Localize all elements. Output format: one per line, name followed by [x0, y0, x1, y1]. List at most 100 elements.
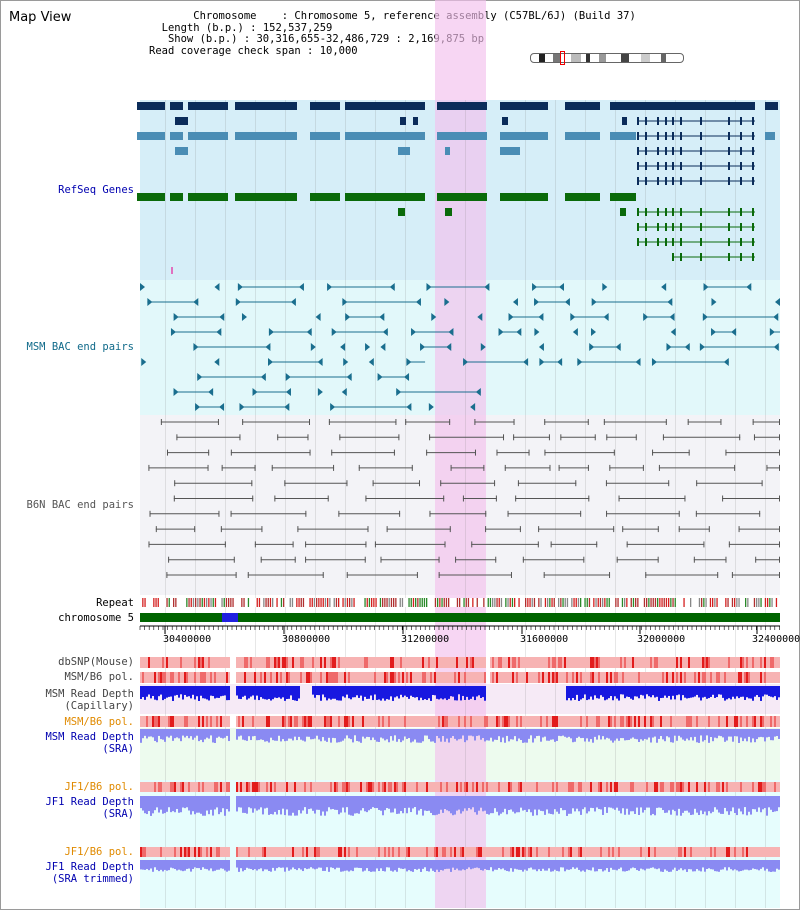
read-depth-bar [600, 686, 602, 696]
polymorphism-cell [170, 716, 172, 727]
b6n-bac-end-marker [474, 449, 476, 456]
polymorphism-cell [688, 657, 690, 668]
read-depth-bar [374, 686, 376, 695]
read-depth-bar [476, 686, 478, 697]
polymorphism-cell [244, 672, 246, 683]
read-depth-bar [678, 796, 680, 809]
refseq-gene-block [398, 208, 405, 216]
read-depth-bar [724, 860, 726, 868]
read-depth-bar [642, 860, 644, 870]
polymorphism-cell [328, 782, 330, 792]
read-depth-bar [174, 860, 176, 870]
polymorphism-cell [490, 672, 492, 683]
track-label-dbsnp[interactable]: dbSNP(Mouse) [58, 656, 134, 668]
msm-bac-end-marker [508, 313, 514, 321]
selected-region-highlight[interactable] [435, 0, 486, 908]
polymorphism-cell [310, 657, 312, 668]
read-depth-bar [206, 729, 208, 738]
read-depth-bar [262, 796, 264, 815]
track-label-jf1-depth-sra[interactable]: JF1 Read Depth (SRA) [45, 796, 134, 820]
b6n-bac-end-marker [277, 434, 279, 441]
read-depth-bar [658, 729, 660, 739]
repeat-element [533, 598, 536, 607]
refseq-gene-block [610, 132, 636, 140]
read-depth-bar [634, 686, 636, 697]
msm-bac-end-marker [219, 403, 225, 411]
polymorphism-cell [600, 657, 602, 668]
polymorphism-cell [382, 716, 384, 727]
repeat-element [346, 598, 349, 607]
read-depth-bar [742, 686, 744, 697]
b6n-bac-end-marker [386, 526, 388, 533]
polymorphism-cell [576, 672, 578, 683]
polymorphism-cell [594, 657, 596, 668]
polymorphism-cell [764, 716, 766, 727]
read-depth-bar [772, 686, 774, 698]
read-depth-bar [242, 686, 244, 697]
track-label-b6n-bac[interactable]: B6N BAC end pairs [26, 499, 134, 511]
repeat-element [540, 598, 542, 607]
read-depth-bar [404, 729, 406, 737]
polymorphism-cell [302, 716, 304, 727]
track-label-refseq[interactable]: RefSeq Genes [58, 184, 134, 196]
track-label-chromosome[interactable]: chromosome 5 [58, 612, 134, 624]
read-depth-bar [396, 796, 398, 814]
read-depth-bar [576, 860, 578, 868]
polymorphism-cell [406, 672, 408, 683]
polymorphism-cell [768, 657, 770, 668]
polymorphism-cell [562, 657, 564, 668]
read-depth-bar [280, 686, 282, 699]
read-depth-bar [710, 729, 712, 738]
track-label-jf1-b6-pol-2[interactable]: JF1/B6 pol. [64, 846, 134, 858]
polymorphism-cell [260, 657, 262, 668]
track-label-jf1-b6-pol-1[interactable]: JF1/B6 pol. [64, 781, 134, 793]
read-depth-bar [616, 729, 618, 739]
polymorphism-cell [426, 716, 428, 727]
polymorphism-cell [540, 657, 542, 668]
polymorphism-cell [226, 672, 228, 683]
repeat-element [621, 598, 624, 607]
polymorphism-cell [598, 716, 600, 727]
b6n-bac-end-marker [393, 449, 395, 456]
polymorphism-cell [360, 672, 362, 683]
read-depth-bar [260, 686, 262, 698]
read-depth-bar [220, 686, 222, 697]
track-label-msm-depth-cap[interactable]: MSM Read Depth (Capillary) [45, 688, 134, 712]
polymorphism-cell [588, 657, 590, 668]
read-depth-bar [250, 796, 252, 809]
polymorphism-cell [248, 672, 250, 683]
polymorphism-cell [524, 672, 526, 683]
b6n-bac-end-marker [587, 464, 589, 471]
read-depth-bar [160, 796, 162, 810]
track-label-jf1-depth-trim[interactable]: JF1 Read Depth (SRA trimmed) [45, 861, 134, 885]
polymorphism-cell [608, 672, 610, 683]
polymorphism-cell [284, 716, 286, 727]
track-label-msm-b6-pol-1[interactable]: MSM/B6 pol. [64, 671, 134, 683]
read-depth-bar [480, 686, 482, 699]
track-label-msm-depth-sra[interactable]: MSM Read Depth (SRA) [45, 731, 134, 755]
repeat-element [459, 598, 461, 607]
polymorphism-cell [778, 716, 780, 727]
read-depth-bar [330, 686, 332, 700]
polymorphism-cell [306, 782, 308, 792]
read-depth-bar [296, 860, 298, 871]
refseq-gene-block [610, 102, 755, 110]
polymorphism-cell [728, 782, 730, 792]
read-depth-bar [684, 860, 686, 870]
track-label-msm-bac[interactable]: MSM BAC end pairs [26, 341, 134, 353]
read-depth-bar [596, 686, 598, 699]
read-depth-bar [432, 729, 434, 742]
track-label-msm-b6-pol-2[interactable]: MSM/B6 pol. [64, 716, 134, 728]
chromosome-ideogram[interactable] [530, 53, 684, 63]
b6n-bac-end-marker [738, 526, 740, 533]
refseq-gene-block [345, 102, 425, 110]
polymorphism-cell [716, 672, 718, 683]
polymorphism-cell [768, 716, 770, 727]
polymorphism-cell [524, 716, 526, 727]
track-label-repeat[interactable]: Repeat [96, 597, 134, 609]
polymorphism-cell [480, 716, 482, 727]
read-depth-bar [688, 729, 690, 741]
polymorphism-cell [516, 716, 518, 727]
read-depth-bar [166, 860, 168, 871]
